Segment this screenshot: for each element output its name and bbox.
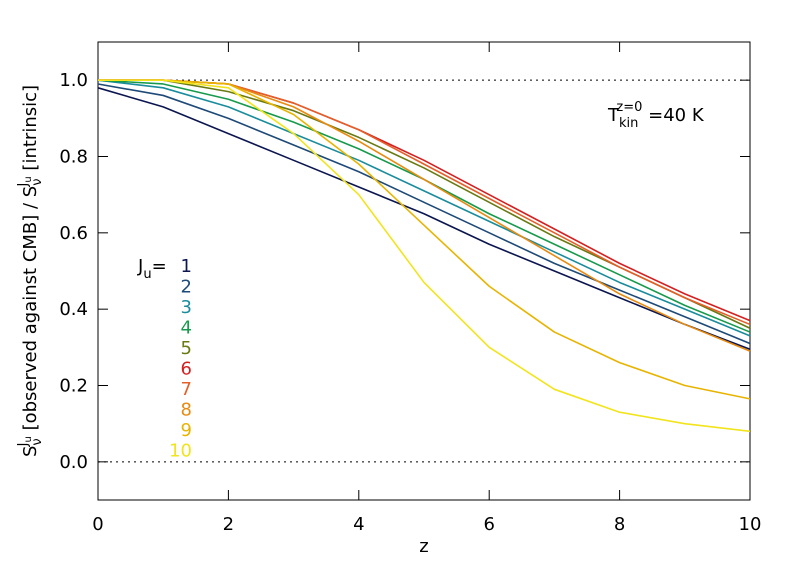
y-label-part: [intrinsic] (20, 85, 41, 176)
legend-title-part: J (137, 256, 143, 277)
legend-title: Ju= (137, 256, 167, 282)
y-label-part: J (16, 183, 31, 188)
y-label-part: S (20, 446, 41, 457)
series-line (97, 87, 751, 350)
series-line (98, 79, 751, 400)
legend-entry: 2 (181, 277, 192, 298)
x-axis-label: z (419, 536, 428, 557)
legend-entry: 10 (169, 441, 192, 462)
y-label-part: u (23, 436, 34, 442)
annotation-part: T (607, 105, 620, 126)
annotation: Tkinz=0 =40 K (607, 100, 705, 131)
y-tick-label: 1.0 (59, 70, 88, 91)
annotation-part: z=0 (616, 100, 642, 115)
x-tick-label: 0 (92, 514, 103, 535)
y-label-part: J (16, 442, 31, 447)
series-line (97, 79, 751, 337)
y-label-part: ν (30, 438, 45, 445)
series-line (98, 79, 751, 433)
y-tick-label: 0.2 (59, 376, 88, 397)
y-tick-label: 0.8 (59, 147, 88, 168)
y-tick-label: 0.6 (59, 223, 88, 244)
legend-entry: 4 (181, 318, 192, 339)
y-label-part: S (20, 186, 41, 197)
x-tick-label: 6 (483, 514, 494, 535)
y-label-part: ν (30, 178, 45, 185)
y-label-part: [observed against CMB] / (20, 197, 41, 436)
annotation-part: =40 K (642, 105, 704, 126)
series-line (97, 83, 751, 345)
plot-frame (97, 41, 751, 501)
x-tick-label: 4 (353, 514, 364, 535)
annotation-part: kin (619, 116, 638, 131)
legend-entry: 6 (181, 359, 192, 380)
y-label-part: u (23, 176, 34, 182)
legend-entry: 9 (181, 420, 192, 441)
legend-entry: 8 (181, 400, 192, 421)
legend-entry: 1 (181, 256, 192, 277)
legend-title-part: = (152, 256, 167, 277)
y-axis-label: SνJu [observed against CMB] / SνJu [intr… (16, 85, 45, 457)
x-tick-label: 10 (739, 514, 762, 535)
legend-entry: 5 (181, 338, 192, 359)
legend-entry: 7 (181, 379, 192, 400)
legend-entry: 3 (181, 297, 192, 318)
x-tick-label: 8 (614, 514, 625, 535)
y-tick-label: 0.0 (59, 452, 88, 473)
x-tick-label: 2 (223, 514, 234, 535)
y-tick-label: 0.4 (59, 299, 88, 320)
legend-title-part: u (143, 267, 151, 282)
